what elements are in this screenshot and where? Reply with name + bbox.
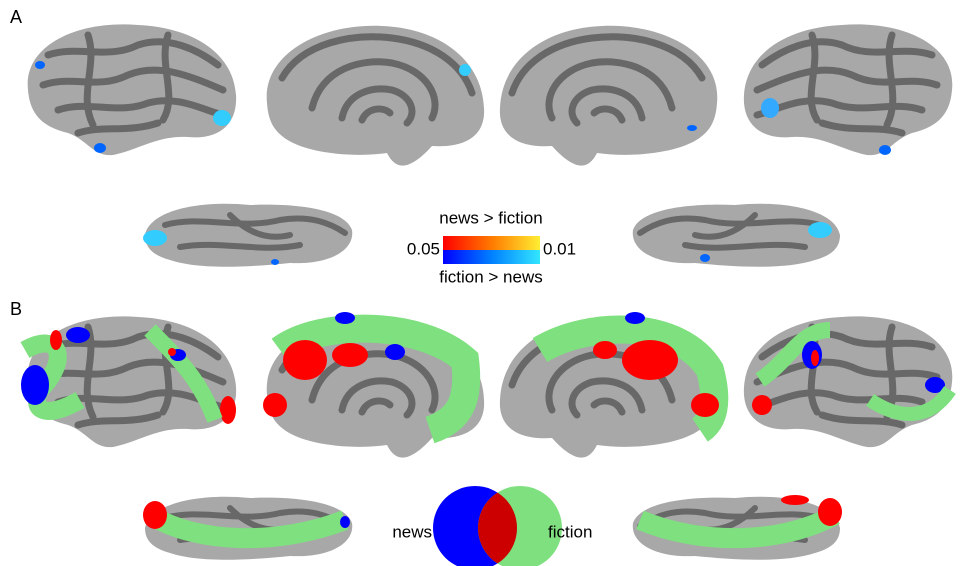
legend-news: news [392, 522, 432, 541]
legend-title-bottom: fiction > news [439, 267, 542, 286]
colorbar-low: 0.05 [407, 239, 440, 258]
brain-lateral-left [28, 24, 236, 155]
colorbar-warm [443, 236, 540, 250]
brain-ventral-right [633, 204, 840, 267]
colorbar-high: 0.01 [543, 239, 576, 258]
brain-medial-right [500, 312, 729, 458]
legend-title-top: news > fiction [439, 208, 542, 227]
brain-ventral-left [143, 497, 352, 560]
colorbar-cool [443, 250, 540, 264]
legend-fiction: fiction [548, 522, 592, 541]
panel-label: B [10, 299, 22, 319]
brain-ventral-left [143, 204, 352, 267]
brain-ventral-right [633, 495, 842, 560]
brain-lateral-right [744, 24, 952, 155]
venn-legend [433, 486, 562, 566]
brain-lateral-left [20, 316, 236, 447]
brain-medial-right [500, 26, 717, 166]
brain-medial-left [267, 26, 484, 166]
brain-lateral-right [744, 316, 956, 447]
brain-medial-left [263, 312, 484, 458]
panel-label: A [10, 7, 22, 27]
